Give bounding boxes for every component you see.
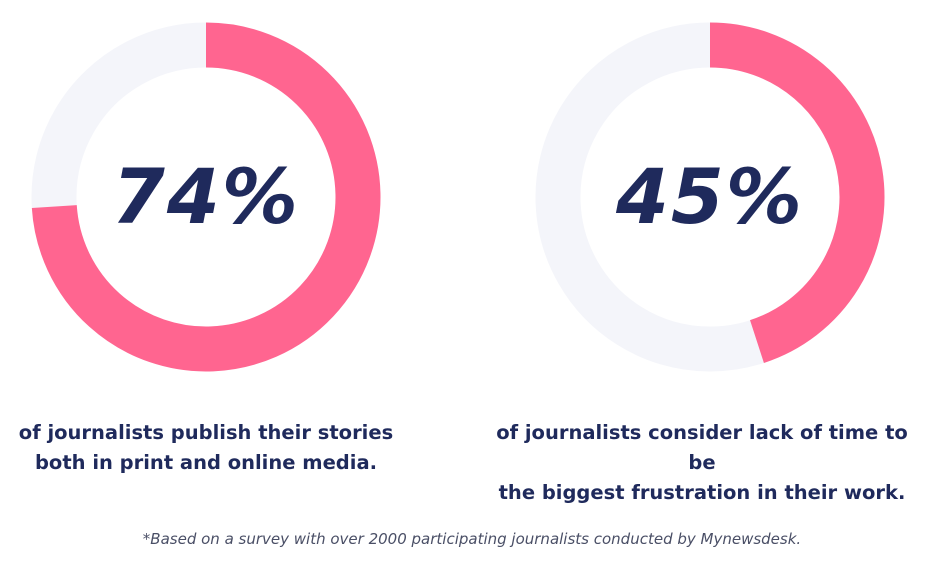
- donut-chart-journalists-lack-of-time: 45% of journalists consider lack of time…: [472, 0, 944, 504]
- donut-value-arc: [31, 22, 381, 372]
- percentage-value: 45%: [616, 152, 804, 241]
- caption-line: of journalists publish their stories: [18, 421, 394, 444]
- donut-chart-journalists-print-online: 74% of journalists publish their stories…: [0, 0, 472, 500]
- caption-line: both in print and online media.: [34, 451, 378, 474]
- caption-line: of journalists consider lack of time to …: [496, 421, 908, 474]
- survey-footnote: *Based on a survey with over 2000 partic…: [142, 530, 802, 548]
- donut-caption: of journalists publish their stories bot…: [0, 418, 426, 478]
- donut-svg: [535, 22, 885, 372]
- donut-svg: [31, 22, 381, 372]
- donut-caption: of journalists consider lack of time to …: [482, 418, 922, 508]
- donut-value-arc: [709, 22, 885, 363]
- caption-line: the biggest frustration in their work.: [498, 481, 906, 504]
- percentage-value: 74%: [112, 152, 300, 241]
